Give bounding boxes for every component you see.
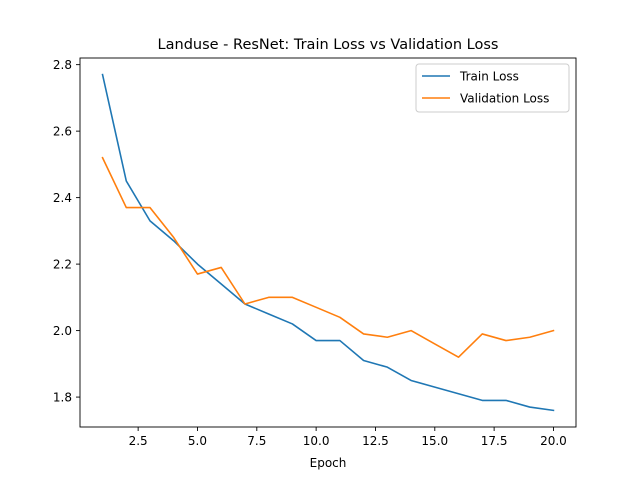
y-tick-label: 2.0 (53, 324, 72, 338)
series-line-train-loss (101, 73, 555, 412)
chart-title: Landuse - ResNet: Train Loss vs Validati… (158, 37, 499, 53)
x-tick-label: 5.0 (188, 434, 207, 448)
y-tick-label: 1.8 (53, 391, 72, 405)
x-tick-label: 12.5 (362, 434, 389, 448)
legend: Train Loss Validation Loss (415, 63, 570, 113)
legend-box (415, 63, 570, 113)
y-tick-label: 2.4 (53, 191, 72, 205)
y-tick-label: 2.8 (53, 58, 72, 72)
y-axis: 1.8 2.0 2.2 2.4 2.6 2.8 (53, 58, 80, 405)
x-tick-label: 17.5 (481, 434, 508, 448)
x-tick-label: 10.0 (303, 434, 330, 448)
x-axis-label: Epoch (310, 456, 347, 470)
x-tick-label: 20.0 (540, 434, 567, 448)
x-tick-label: 15.0 (421, 434, 448, 448)
x-tick-label: 2.5 (129, 434, 148, 448)
series-line-validation-loss (101, 156, 555, 358)
plot-frame (79, 57, 577, 428)
x-axis: 2.5 5.0 7.5 10.0 12.5 15.0 17.5 20.0 (129, 427, 567, 448)
legend-label-train-loss: Train Loss (459, 70, 519, 84)
plot-area (79, 57, 577, 428)
x-tick-label: 7.5 (247, 434, 266, 448)
y-tick-label: 2.2 (53, 258, 72, 272)
y-tick-label: 2.6 (53, 125, 72, 139)
legend-label-validation-loss: Validation Loss (460, 92, 549, 106)
